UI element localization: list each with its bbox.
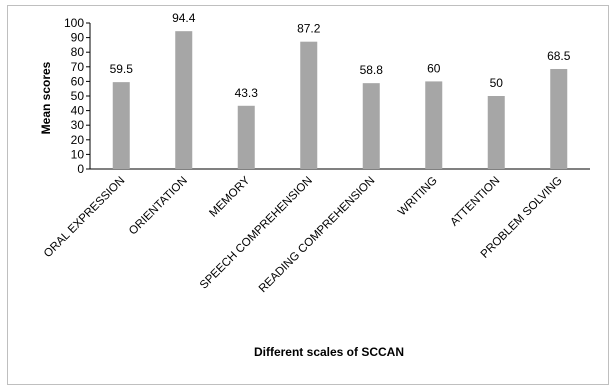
- bar: [550, 68, 568, 169]
- category-label: ATTENTION: [448, 175, 502, 229]
- bar: [425, 81, 443, 169]
- y-tick-label: 0: [77, 162, 84, 176]
- bar: [237, 105, 255, 169]
- y-tick-label: 10: [71, 147, 85, 161]
- category-label: SPEECH COMPREHENSION: [198, 175, 315, 292]
- y-tick-label: 60: [71, 74, 85, 88]
- y-tick-label: 70: [71, 60, 85, 74]
- data-label: 43.3: [235, 86, 259, 100]
- data-labels: 59.5 94.4 43.3 87.2 58.8 60 50 68.5: [110, 11, 571, 100]
- y-tick-label: 40: [71, 104, 85, 118]
- category-label: ORAL EXPRESSION: [42, 175, 127, 260]
- y-tick-label: 30: [71, 118, 85, 132]
- bar: [487, 96, 505, 169]
- bar-series: [112, 31, 568, 170]
- y-tick-label: 80: [71, 45, 85, 59]
- y-axis-title: Mean scores: [39, 61, 53, 134]
- x-axis-title: Different scales of SCCAN: [254, 345, 404, 359]
- bar: [112, 82, 130, 169]
- y-tick-label: 20: [71, 133, 85, 147]
- data-label: 94.4: [172, 11, 196, 25]
- data-label: 68.5: [547, 49, 571, 63]
- category-label: WRITING: [396, 175, 440, 219]
- bar: [300, 41, 318, 169]
- category-label: MEMORY: [207, 174, 252, 219]
- data-label: 50: [490, 76, 504, 90]
- y-tick-label: 100: [64, 16, 84, 30]
- y-tick-label: 50: [71, 89, 85, 103]
- data-label: 59.5: [110, 62, 134, 76]
- category-label: ORIENTATION: [127, 175, 190, 238]
- bar: [175, 31, 193, 170]
- data-label: 60: [427, 61, 441, 75]
- data-label: 58.8: [360, 63, 384, 77]
- y-tick-label: 90: [71, 31, 85, 45]
- category-label: READING COMPREHENSION: [257, 175, 378, 296]
- data-label: 87.2: [297, 22, 321, 36]
- bar: [362, 83, 380, 169]
